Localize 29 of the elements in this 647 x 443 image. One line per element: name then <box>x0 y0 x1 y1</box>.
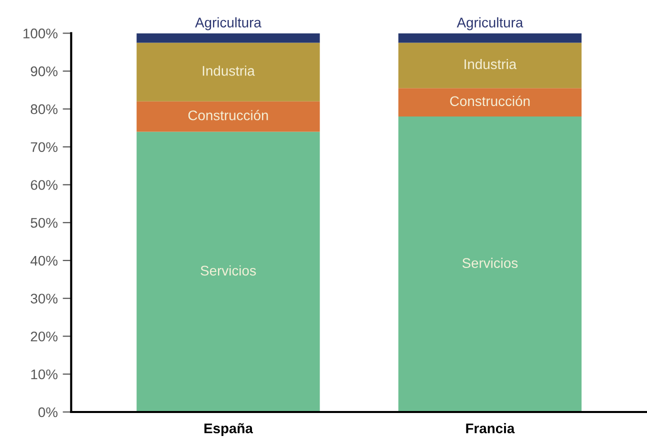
y-tick-label: 0% <box>38 407 58 418</box>
y-tick-label: 90% <box>30 66 58 76</box>
series-label: Agricultura <box>195 17 262 30</box>
text: Servicios <box>462 258 518 268</box>
bar <box>136 33 320 43</box>
series-label: Construcción <box>450 96 530 106</box>
y-tick-label: 30% <box>30 294 58 304</box>
bar <box>398 116 582 412</box>
bar <box>398 33 582 43</box>
x-tick-label: España <box>204 423 254 436</box>
bar <box>136 132 320 412</box>
text: Agricultura <box>456 17 524 30</box>
bar <box>136 42 320 102</box>
y-tick-label: 60% <box>30 180 58 190</box>
y-tick-label: 80% <box>30 104 58 114</box>
y-tick-label: 10% <box>31 369 58 380</box>
series-label: Industria <box>464 58 517 70</box>
bar <box>398 88 582 117</box>
y-tick-label: 50% <box>30 218 58 228</box>
x-tick-label: Francia <box>466 423 515 434</box>
bar <box>136 101 320 132</box>
y-tick-label: 20% <box>30 332 58 342</box>
text: Industria <box>202 66 255 76</box>
y-tick-label: 70% <box>30 142 58 152</box>
series-label: Servicios <box>200 265 256 276</box>
y-tick-label: 100% <box>24 28 58 38</box>
y-tick-label: 40% <box>30 256 58 266</box>
text: Construcción <box>188 110 268 120</box>
bar <box>398 42 582 88</box>
